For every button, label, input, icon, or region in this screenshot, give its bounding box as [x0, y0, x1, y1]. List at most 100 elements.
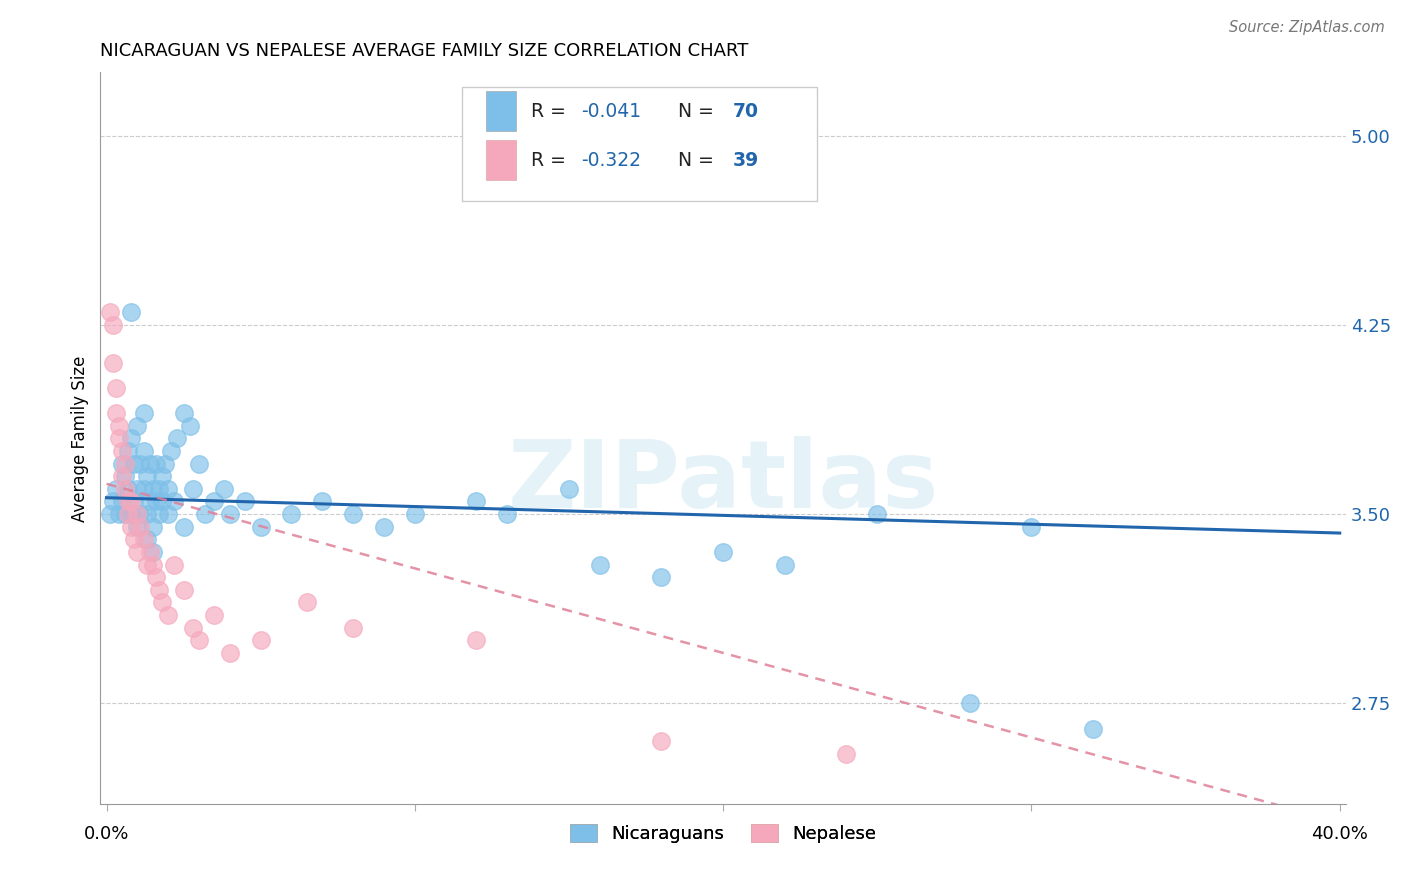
Point — [181, 482, 204, 496]
Point — [120, 431, 142, 445]
Point — [150, 469, 173, 483]
Point — [122, 457, 145, 471]
Point — [150, 595, 173, 609]
Point — [127, 545, 149, 559]
Point — [108, 507, 131, 521]
Y-axis label: Average Family Size: Average Family Size — [72, 355, 89, 522]
Point — [188, 633, 211, 648]
Point — [163, 558, 186, 572]
Point — [111, 457, 134, 471]
Point — [496, 507, 519, 521]
Point — [122, 533, 145, 547]
Point — [122, 494, 145, 508]
Point — [132, 406, 155, 420]
Point — [127, 507, 149, 521]
Point — [835, 747, 858, 761]
Point — [157, 608, 180, 623]
Point — [101, 494, 124, 508]
Point — [218, 646, 240, 660]
Point — [142, 558, 165, 572]
Point — [132, 444, 155, 458]
Point — [153, 457, 176, 471]
Point — [127, 520, 149, 534]
Text: N =: N = — [666, 102, 720, 120]
Point — [120, 507, 142, 521]
Point — [108, 431, 131, 445]
Text: Source: ZipAtlas.com: Source: ZipAtlas.com — [1229, 20, 1385, 35]
Point — [142, 482, 165, 496]
Point — [117, 494, 139, 508]
Point — [98, 305, 121, 319]
Point — [127, 482, 149, 496]
Point — [589, 558, 612, 572]
Point — [249, 633, 271, 648]
Point — [173, 582, 195, 597]
Point — [138, 545, 160, 559]
Point — [866, 507, 889, 521]
Text: 70: 70 — [733, 102, 759, 120]
Point — [173, 406, 195, 420]
Point — [173, 520, 195, 534]
Point — [129, 507, 152, 521]
FancyBboxPatch shape — [461, 87, 817, 201]
Point — [1021, 520, 1043, 534]
Point — [233, 494, 256, 508]
Point — [120, 305, 142, 319]
Point — [129, 520, 152, 534]
Text: 0.0%: 0.0% — [84, 824, 129, 843]
Text: 39: 39 — [733, 151, 759, 169]
Point — [280, 507, 302, 521]
Point — [249, 520, 271, 534]
Point — [117, 482, 139, 496]
Point — [135, 507, 157, 521]
Point — [138, 457, 160, 471]
Point — [104, 406, 127, 420]
Point — [1081, 722, 1104, 736]
Point — [129, 457, 152, 471]
Point — [138, 494, 160, 508]
Point — [114, 469, 136, 483]
Point — [120, 520, 142, 534]
Point — [166, 431, 188, 445]
Point — [163, 494, 186, 508]
Point — [204, 608, 226, 623]
Point — [218, 507, 240, 521]
Point — [212, 482, 235, 496]
Point — [558, 482, 581, 496]
Text: -0.322: -0.322 — [581, 151, 641, 169]
Point — [295, 595, 318, 609]
Point — [373, 520, 395, 534]
Point — [160, 444, 183, 458]
Point — [127, 418, 149, 433]
Point — [111, 494, 134, 508]
Point — [148, 582, 170, 597]
Point — [111, 469, 134, 483]
Point — [711, 545, 734, 559]
Point — [150, 494, 173, 508]
Point — [194, 507, 217, 521]
Point — [404, 507, 426, 521]
Point — [465, 633, 488, 648]
Text: NICARAGUAN VS NEPALESE AVERAGE FAMILY SIZE CORRELATION CHART: NICARAGUAN VS NEPALESE AVERAGE FAMILY SI… — [100, 42, 749, 60]
Text: ZIPatlas: ZIPatlas — [508, 436, 939, 528]
Point — [135, 558, 157, 572]
Text: 40.0%: 40.0% — [1312, 824, 1368, 843]
FancyBboxPatch shape — [486, 91, 516, 131]
Point — [179, 418, 201, 433]
Point — [188, 457, 211, 471]
Point — [145, 570, 167, 584]
Point — [650, 570, 672, 584]
Text: R =: R = — [531, 102, 572, 120]
Point — [148, 482, 170, 496]
Point — [132, 482, 155, 496]
Point — [650, 734, 672, 748]
Point — [114, 457, 136, 471]
Text: N =: N = — [666, 151, 720, 169]
Point — [117, 444, 139, 458]
Point — [959, 697, 981, 711]
Point — [148, 507, 170, 521]
Point — [98, 507, 121, 521]
Point — [342, 507, 364, 521]
Point — [204, 494, 226, 508]
Point — [145, 457, 167, 471]
